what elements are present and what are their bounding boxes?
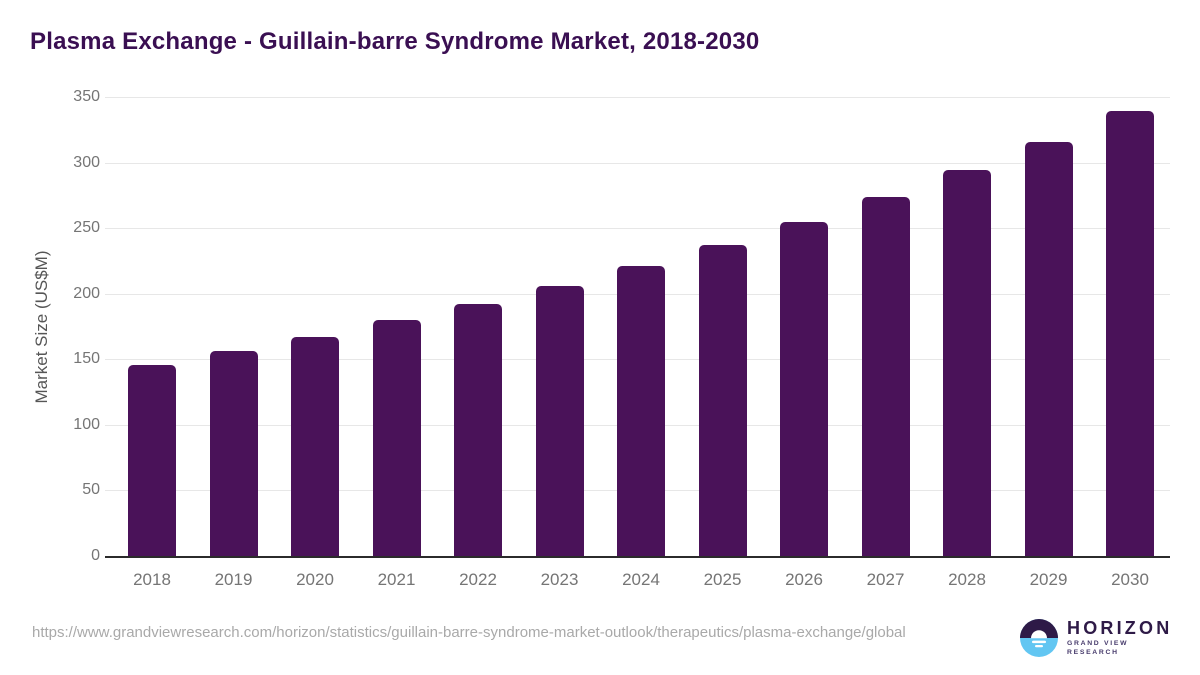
x-tick-label: 2020	[296, 570, 334, 589]
source-url: https://www.grandviewresearch.com/horizo…	[32, 624, 906, 641]
bar-2027[interactable]	[861, 196, 910, 556]
bar-2028[interactable]	[943, 170, 991, 556]
x-axis-line	[105, 556, 1170, 558]
bar-2018[interactable]	[128, 364, 176, 556]
x-tick-label: 2023	[540, 570, 579, 589]
x-tick-label: 2027	[866, 570, 905, 589]
gridline-y350	[105, 97, 1170, 98]
y-axis-title: Market Size (US$M)	[32, 250, 51, 404]
bar-2021[interactable]	[372, 319, 421, 556]
y-tick-label: 50	[82, 481, 100, 499]
bar-2019[interactable]	[209, 351, 258, 556]
bar-2020[interactable]	[291, 337, 339, 556]
y-tick-label: 100	[73, 415, 100, 433]
y-tick-label: 350	[73, 88, 100, 105]
x-tick-label: 2026	[785, 570, 823, 589]
x-tick-label: 2029	[1029, 570, 1068, 589]
bar-2029[interactable]	[1024, 141, 1073, 556]
bar-2025[interactable]	[698, 245, 747, 556]
logo-text: HORIZON GRAND VIEW RESEARCH	[1067, 619, 1172, 657]
y-tick-label: 200	[73, 284, 100, 302]
x-tick-label: 2024	[622, 570, 660, 589]
y-tick-label: 250	[73, 219, 100, 237]
y-tick-label: 300	[73, 153, 100, 171]
bar-2022[interactable]	[454, 304, 502, 556]
x-tick-label: 2028	[948, 570, 986, 589]
bar-2023[interactable]	[535, 285, 584, 556]
x-tick-label: 2030	[1111, 570, 1149, 589]
bar-chart: 0 50 100 150 200 250 300 350 2018 2019 2020 2021 202…	[32, 88, 1170, 589]
bar-2026[interactable]	[780, 221, 828, 556]
horizon-logo: HORIZON GRAND VIEW RESEARCH	[1020, 618, 1170, 658]
gridline-y250	[105, 228, 1170, 230]
horizon-sunset-icon	[1020, 619, 1058, 657]
page-title: Plasma Exchange - Guillain-barre Syndrom…	[30, 28, 760, 55]
logo-wordmark: HORIZON	[1067, 618, 1173, 638]
x-tick-label: 2025	[703, 570, 742, 589]
bar-2024[interactable]	[617, 266, 665, 556]
x-tick-label: 2019	[214, 570, 253, 589]
gridline-y300	[105, 162, 1170, 164]
y-tick-label: 150	[73, 350, 100, 368]
x-tick-label: 2018	[133, 570, 171, 589]
logo-subtitle: GRAND VIEW RESEARCH	[1067, 640, 1129, 656]
y-tick-label: 0	[91, 547, 100, 564]
x-tick-label: 2022	[459, 570, 497, 589]
bar-2030[interactable]	[1106, 111, 1154, 556]
x-tick-label: 2021	[377, 570, 416, 589]
